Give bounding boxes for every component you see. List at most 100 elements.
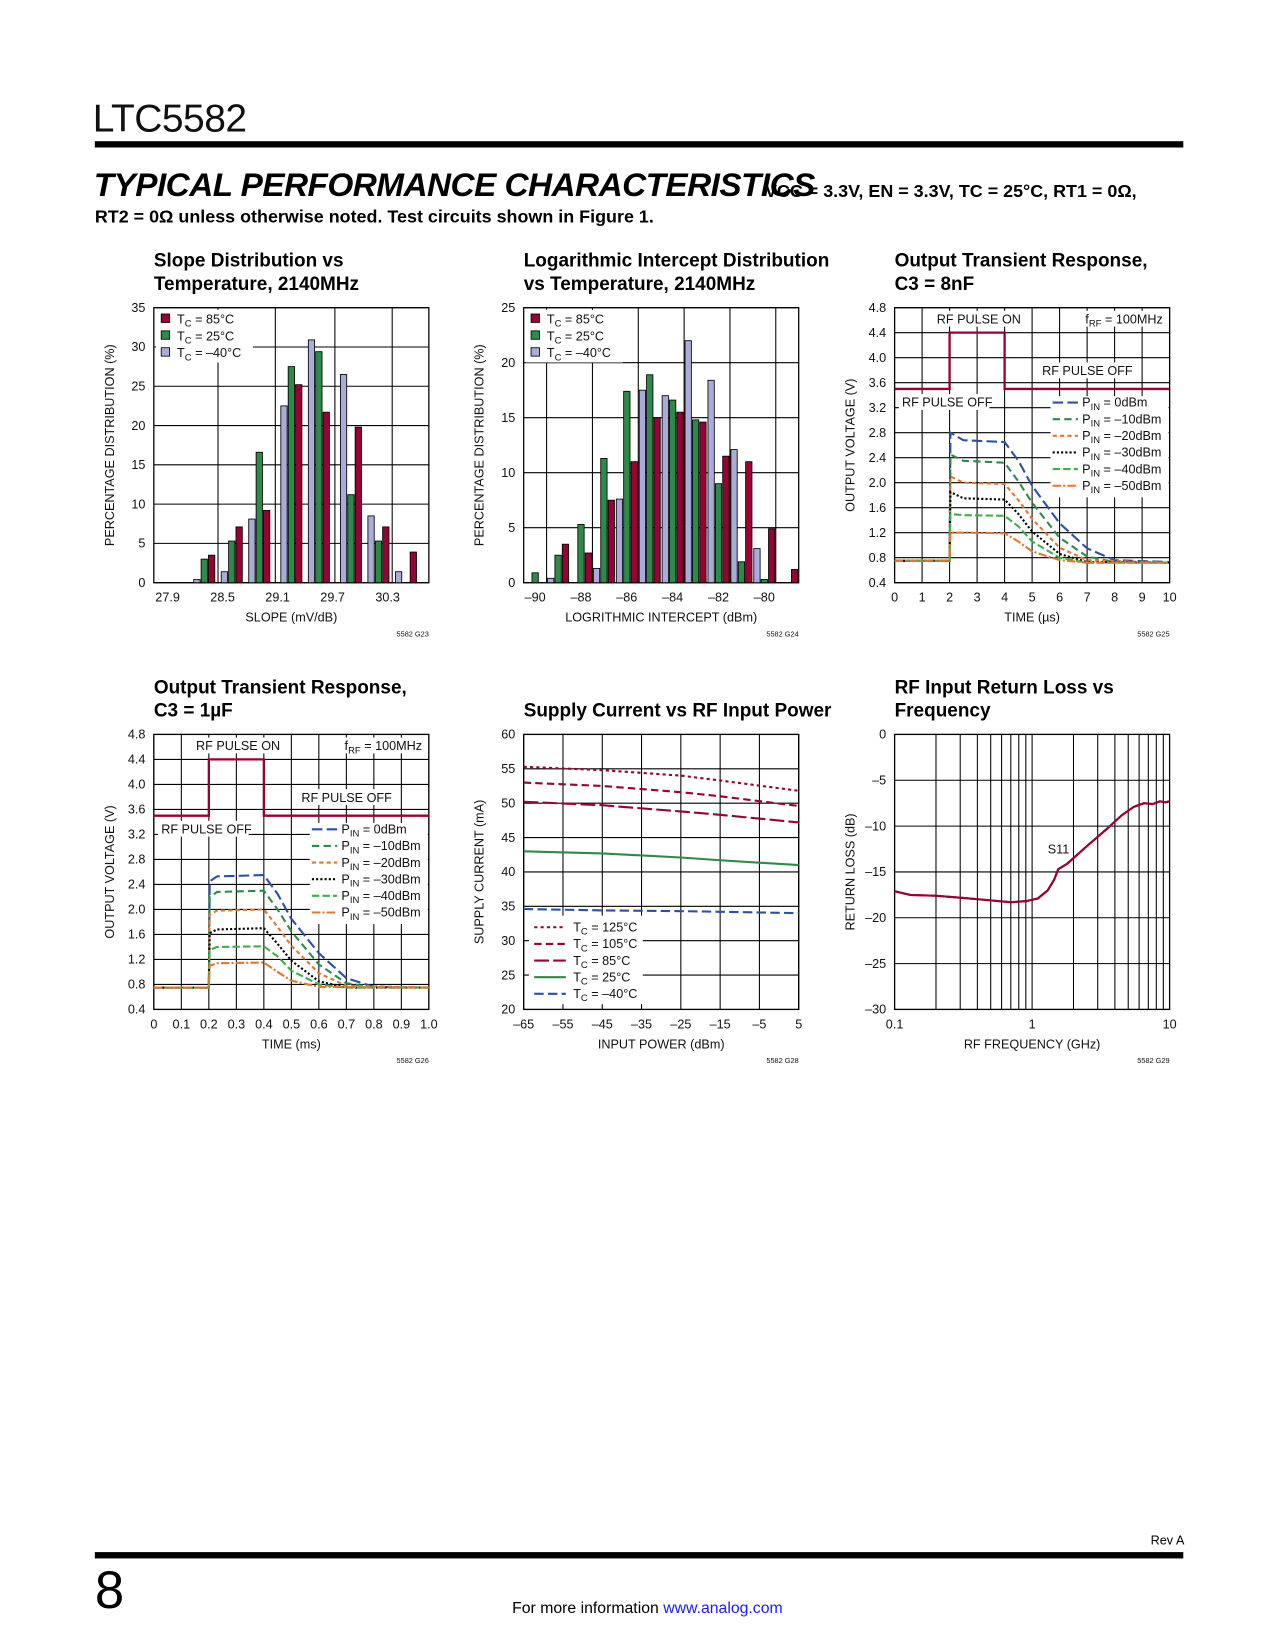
bar	[208, 554, 216, 584]
y-axis-label: PERCENTAGE DISTRIBUTION (%)	[103, 344, 117, 546]
text-rest: = 100MHz	[361, 739, 422, 753]
y-tick-label: 10	[501, 466, 515, 480]
legend-swatch	[530, 330, 540, 340]
legend-label: PIN = –30dBm	[341, 872, 420, 889]
text-rest: = 0dBm	[1100, 396, 1147, 410]
rf-pulse-line	[894, 331, 1170, 391]
chart-title-line: Slope Distribution vs	[153, 249, 344, 271]
x-axis-label: TIME (ms)	[262, 1037, 321, 1051]
y-tick-label: 1.6	[128, 928, 146, 942]
annotation-bg	[193, 737, 279, 754]
x-tick-label: 5	[1029, 591, 1036, 605]
y-tick-label: 50	[501, 796, 515, 810]
y-tick-label: 1.2	[128, 953, 146, 967]
x-tick-label: 0	[150, 1017, 157, 1031]
bar	[584, 552, 592, 584]
annotation-bg	[1082, 310, 1169, 327]
y-tick-label: 0.8	[128, 978, 146, 992]
section-title: TYPICAL PERFORMANCE CHARACTERISTICS	[93, 166, 816, 204]
legend-label: PIN = –40dBm	[341, 889, 420, 906]
text-subscript: C	[555, 352, 562, 363]
bar	[354, 426, 362, 584]
figure-code: 5582 G25	[1137, 629, 1169, 638]
legend-label: TC = 25°C	[573, 970, 630, 987]
y-tick-label: 20	[501, 1003, 515, 1017]
x-tick-label: –35	[631, 1017, 652, 1031]
x-tick-label: 28.5	[210, 591, 235, 605]
header-rule	[94, 141, 1184, 148]
chart-title-line: RF Input Return Loss vs	[894, 676, 1114, 698]
chart-title: Output Transient Response, C3 = 1µF	[154, 675, 407, 721]
bar	[255, 451, 263, 584]
text-rest: = 105°C	[588, 937, 638, 951]
x-tick-label: –25	[670, 1017, 691, 1031]
text-main: f	[345, 739, 349, 753]
chart-title: Output Transient Response, C3 = 8nF	[895, 249, 1148, 295]
bar	[248, 518, 256, 584]
chart-2: 0 5 10 15 20 25 –90 –88 –86 –84 –82 –80 LOGRITHMIC I…	[473, 301, 800, 638]
x-tick-label: –86	[616, 591, 637, 605]
text-subscript: C	[555, 319, 562, 330]
x-tick-label: 4	[1001, 591, 1008, 605]
y-tick-label: 2.0	[128, 903, 146, 917]
bar	[307, 339, 316, 584]
website-link[interactable]: www.analog.com	[663, 1599, 783, 1618]
bar	[347, 494, 355, 584]
footer-info: For more information www.analog.com	[512, 1600, 783, 1618]
y-tick-label: 25	[501, 968, 515, 982]
text-rest: = 125°C	[588, 920, 638, 934]
bar	[661, 395, 669, 584]
text-main: P	[1082, 396, 1090, 410]
bar	[263, 509, 271, 584]
part-number: LTC5582	[92, 96, 247, 141]
text-main: P	[1082, 429, 1090, 443]
pulse-off-label: RF PULSE OFF	[902, 396, 993, 410]
figure-code: 5582 G23	[397, 629, 429, 638]
y-tick-label: 4.4	[128, 753, 146, 767]
text-rest: = –30dBm	[359, 872, 420, 886]
legend-label: PIN = 0dBm	[1082, 396, 1147, 413]
test-conditions: VCC = 3.3V, EN = 3.3V, TC = 25°C, RT1 = …	[764, 181, 1137, 202]
x-tick-label: 0.1	[173, 1017, 191, 1031]
pulse-off-label: RF PULSE OFF	[301, 791, 392, 805]
legend-label: PIN = –20dBm	[341, 856, 420, 873]
x-tick-label: 0.3	[228, 1017, 246, 1031]
y-tick-label: –20	[865, 911, 886, 925]
x-tick-label: 10	[1163, 1017, 1177, 1031]
series-line	[894, 452, 1170, 564]
frf-label: fRF = 100MHz	[345, 739, 423, 756]
x-tick-label: 5	[795, 1017, 802, 1031]
x-tick-label: 0.9	[393, 1017, 411, 1031]
legend-label: PIN = –50dBm	[341, 906, 420, 923]
text-subscript: C	[581, 960, 588, 971]
y-axis-label: RETURN LOSS (dB)	[844, 813, 858, 930]
legend-swatch	[160, 347, 171, 357]
x-tick-label: –55	[552, 1017, 573, 1031]
text-main: T	[547, 346, 555, 360]
bar	[745, 461, 753, 584]
x-tick-label: 1	[1029, 1017, 1036, 1031]
footer-rule	[94, 1552, 1184, 1559]
text-rest: = 25°C	[588, 970, 631, 984]
series-line	[523, 765, 799, 792]
y-tick-label: 3.2	[869, 401, 887, 415]
y-tick-label: 0.4	[869, 576, 887, 590]
y-tick-label: 2.0	[869, 476, 887, 490]
chart-title-line: C3 = 1µF	[153, 699, 233, 721]
text-main: T	[547, 329, 555, 343]
text-main: P	[1082, 462, 1090, 476]
chart-title-line	[524, 675, 832, 698]
text-main: P	[341, 906, 349, 920]
text-subscript: RF	[348, 745, 361, 756]
bar	[607, 499, 615, 584]
legend: TC = 85°CTC = 25°CTC = –40°C	[525, 309, 623, 363]
legend-label: PIN = –30dBm	[1082, 446, 1161, 463]
y-tick-label: 20	[131, 419, 145, 433]
chart-title-line: Logarithmic Intercept Distribution	[523, 249, 830, 271]
bar	[714, 483, 723, 584]
x-tick-label: –15	[710, 1017, 731, 1031]
bar	[339, 374, 348, 584]
y-tick-label: –15	[865, 865, 886, 879]
x-tick-label: 0.4	[255, 1017, 273, 1031]
revision: Rev A	[1150, 1533, 1185, 1548]
